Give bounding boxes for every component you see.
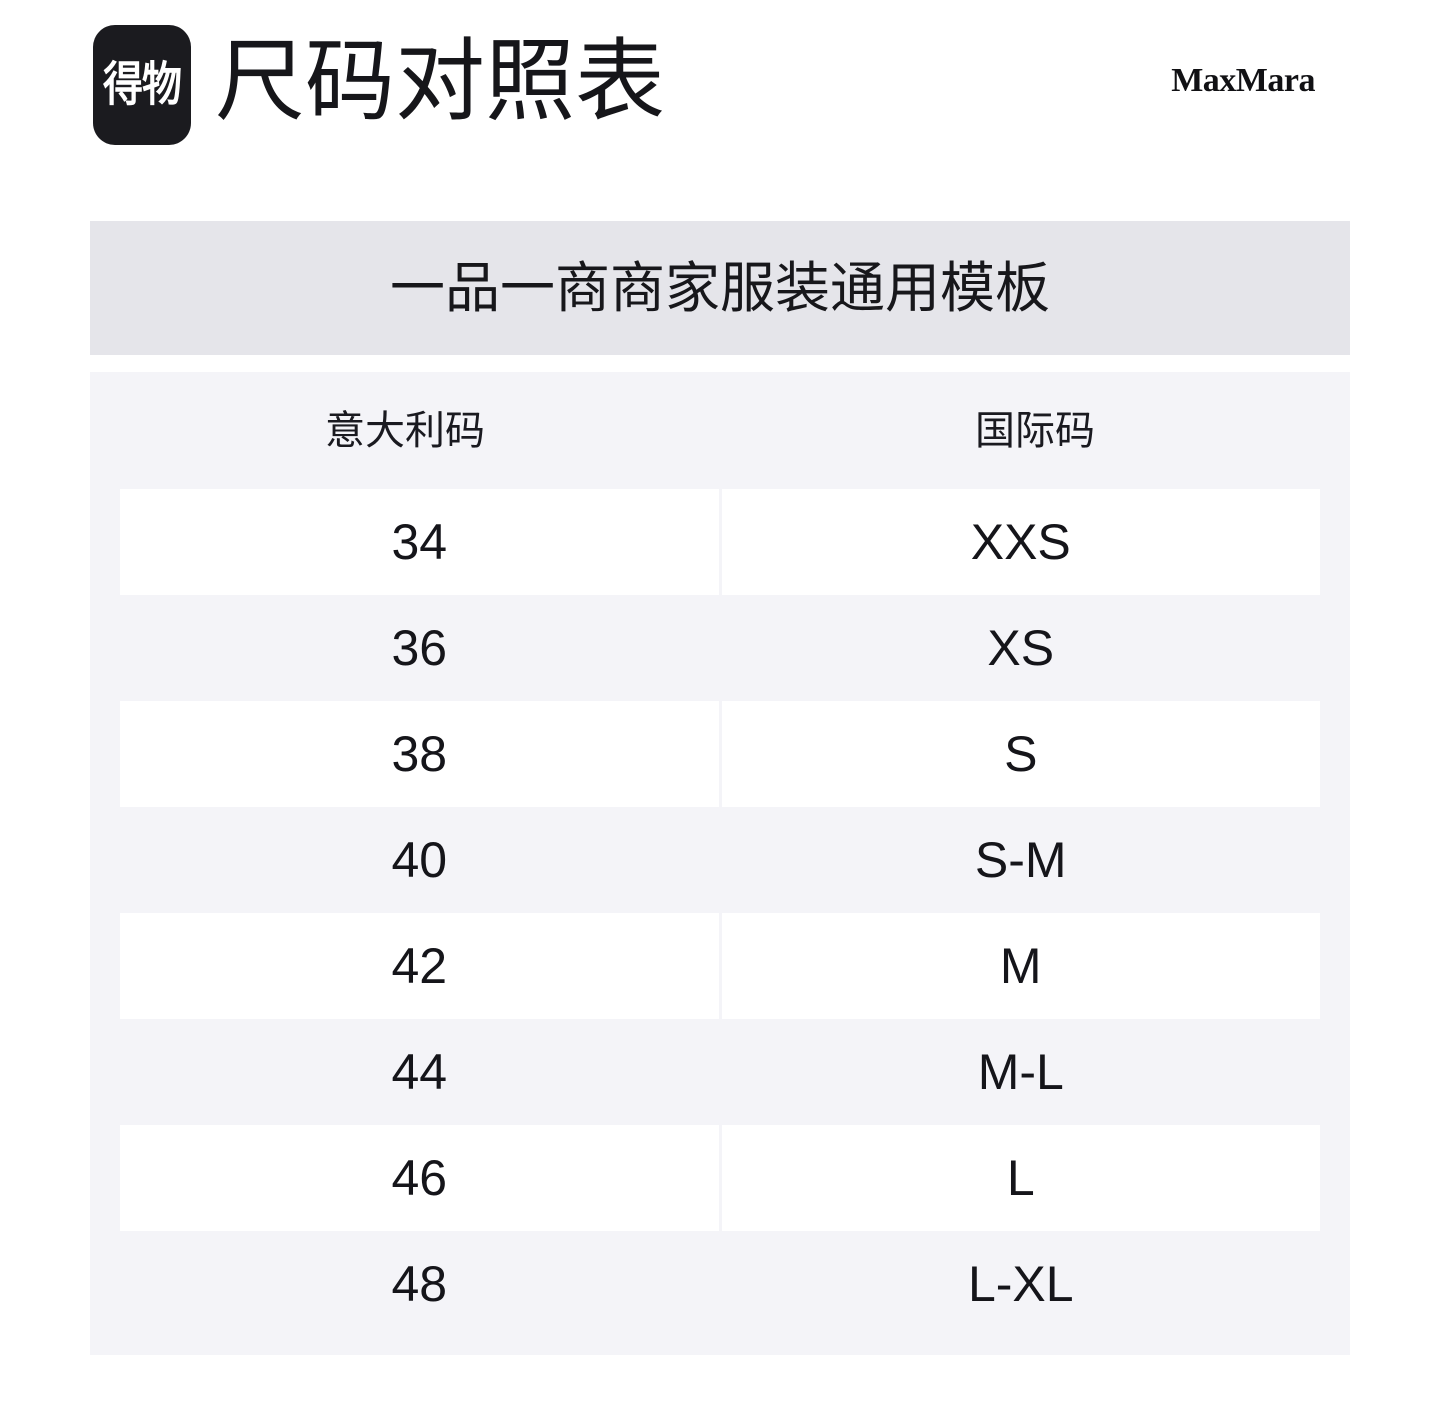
table-row: 44 M-L: [120, 1019, 1320, 1125]
cell-italian-size: 40: [120, 807, 719, 913]
table-row: 36 XS: [120, 595, 1320, 701]
table-header-row: 意大利码 国际码: [90, 372, 1350, 489]
app-logo-label: 得物: [103, 59, 182, 111]
brand-lockup: 得物 尺码对照表: [93, 25, 665, 145]
table-body: 34 XXS 36 XS 38 S 40 S-M 42 M 44 M-L: [90, 489, 1350, 1355]
page-header: 得物 尺码对照表 MaxMara: [0, 0, 1440, 200]
cell-international-size: S: [721, 701, 1320, 807]
size-conversion-table: 意大利码 国际码 34 XXS 36 XS 38 S 40 S-M 42: [90, 372, 1350, 1355]
cell-international-size: S-M: [721, 807, 1320, 913]
template-subtitle-label: 一品一商商家服装通用模板: [389, 256, 1050, 319]
table-row: 48 L-XL: [120, 1231, 1320, 1337]
cell-italian-size: 48: [120, 1231, 719, 1337]
maxmara-brand-logo: MaxMara: [1171, 62, 1315, 99]
template-subtitle-banner: 一品一商商家服装通用模板: [90, 221, 1350, 355]
cell-international-size: M-L: [721, 1019, 1320, 1125]
cell-italian-size: 38: [120, 701, 719, 807]
cell-italian-size: 46: [120, 1125, 719, 1231]
cell-italian-size: 34: [120, 489, 719, 595]
cell-international-size: L: [721, 1125, 1320, 1231]
cell-italian-size: 36: [120, 595, 719, 701]
cell-international-size: M: [721, 913, 1320, 1019]
table-row: 40 S-M: [120, 807, 1320, 913]
column-header-italian-size: 意大利码: [325, 408, 485, 453]
cell-international-size: L-XL: [721, 1231, 1320, 1337]
dewu-app-logo-icon: 得物: [93, 25, 191, 145]
table-row: 38 S: [120, 701, 1320, 807]
column-header-international-size: 国际码: [975, 408, 1095, 453]
table-row: 34 XXS: [120, 489, 1320, 595]
table-row: 42 M: [120, 913, 1320, 1019]
page-title: 尺码对照表: [215, 32, 665, 132]
cell-italian-size: 42: [120, 913, 719, 1019]
cell-italian-size: 44: [120, 1019, 719, 1125]
table-row: 46 L: [120, 1125, 1320, 1231]
cell-international-size: XXS: [721, 489, 1320, 595]
cell-international-size: XS: [721, 595, 1320, 701]
